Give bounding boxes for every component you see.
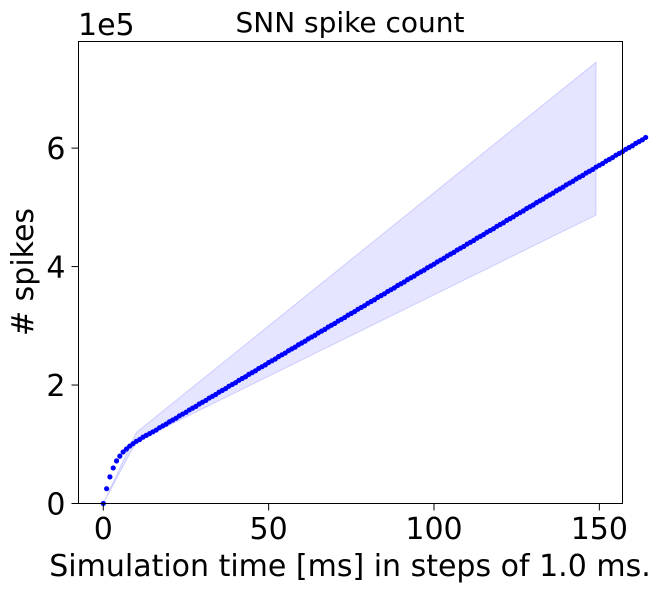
- plot-frame: [78, 41, 623, 504]
- x-tick-label: 50: [250, 512, 288, 547]
- data-point: [113, 458, 120, 464]
- data-point: [643, 134, 649, 141]
- data-point: [120, 449, 126, 455]
- data-point: [110, 465, 116, 471]
- x-ticks: 0 50 100 150: [94, 503, 628, 547]
- y-tick-label: 4: [46, 251, 65, 286]
- x-tick-label: 0: [94, 512, 113, 547]
- plot-area: [100, 61, 649, 507]
- x-tick-label: 100: [405, 512, 462, 547]
- y-tick-label: 6: [46, 132, 65, 167]
- data-point: [104, 486, 110, 492]
- chart-title: SNN spike count: [235, 6, 464, 39]
- x-axis-label: Simulation time [ms] in steps of 1.0 ms.: [49, 549, 650, 584]
- y-offset-label: 1e5: [78, 8, 135, 43]
- y-axis-label: # spikes: [6, 208, 41, 336]
- y-ticks: 0 2 4 6: [46, 132, 79, 523]
- data-point: [107, 474, 113, 480]
- y-tick-label: 2: [46, 369, 65, 404]
- x-tick-label: 150: [571, 512, 628, 547]
- data-point: [123, 446, 130, 452]
- y-tick-label: 0: [46, 488, 65, 523]
- data-point: [117, 453, 123, 459]
